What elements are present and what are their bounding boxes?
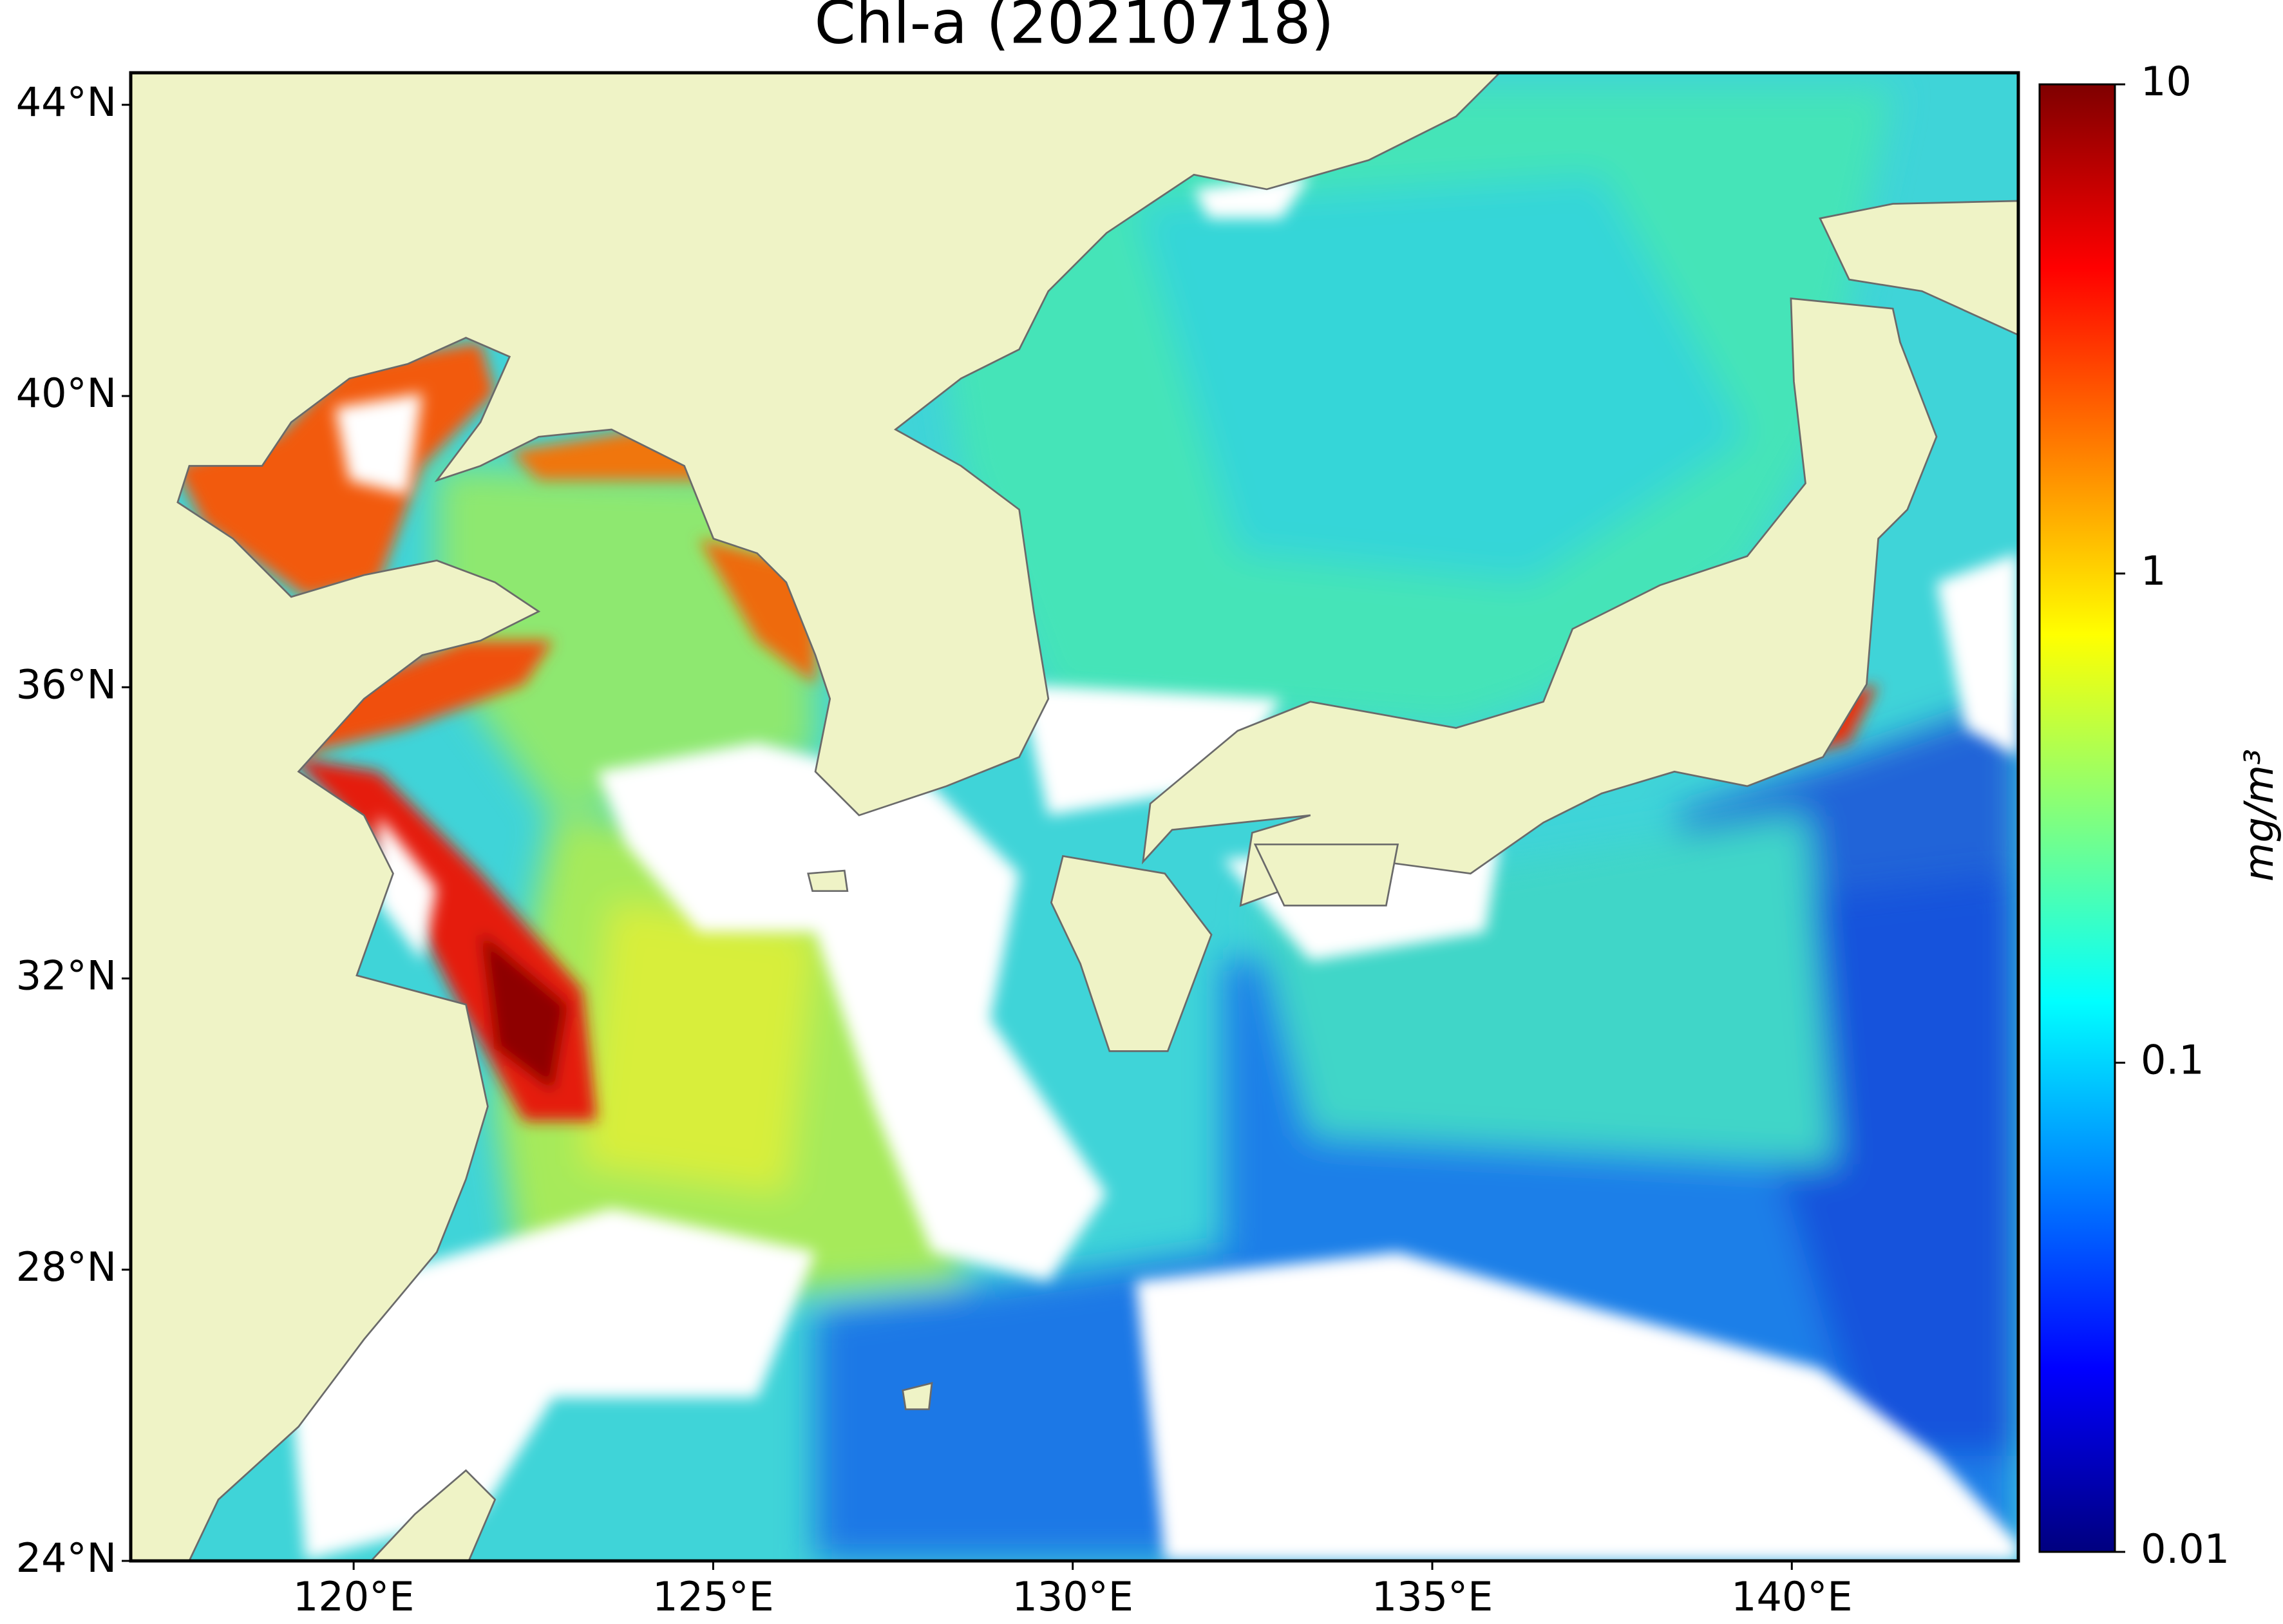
y-tick-label: 36°N <box>16 661 117 708</box>
axes-frame <box>129 71 2020 1563</box>
y-tick-label: 32°N <box>16 952 117 999</box>
colorbar-tick-label: 10 <box>2141 58 2192 105</box>
x-tick-label: 125°E <box>652 1573 774 1620</box>
colorbar-label: mg/m³ <box>2235 749 2282 882</box>
map <box>131 73 2018 1561</box>
colorbar <box>2038 83 2116 1553</box>
y-tick-label: 24°N <box>16 1534 117 1582</box>
x-tick-label: 120°E <box>293 1573 415 1620</box>
colorbar-tick-label: 0.01 <box>2141 1525 2230 1572</box>
x-tick-label: 135°E <box>1372 1573 1493 1620</box>
x-tick-label: 140°E <box>1731 1573 1853 1620</box>
colorbar-tick-label: 0.1 <box>2141 1036 2204 1083</box>
y-tick-label: 44°N <box>16 79 117 126</box>
colorbar-tick-label: 1 <box>2141 547 2166 594</box>
x-tick-label: 130°E <box>1012 1573 1133 1620</box>
cloud-mask <box>291 175 2018 1561</box>
chart-title: Chl-a (20210718) <box>815 0 1334 57</box>
y-tick-label: 28°N <box>16 1243 117 1290</box>
y-tick-label: 40°N <box>16 370 117 417</box>
land <box>131 73 2018 1561</box>
